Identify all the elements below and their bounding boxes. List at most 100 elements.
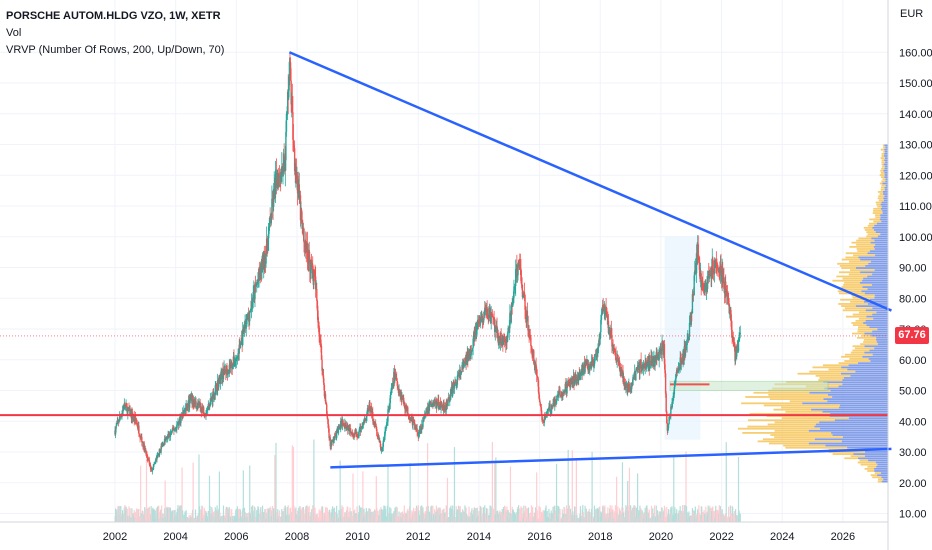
candle-body (530, 346, 533, 350)
candle-body (418, 429, 421, 433)
vrvp-indicator-label[interactable]: VRVP (Number Of Rows, 200, Up/Down, 70) (6, 44, 225, 56)
volume-profile-row-down (768, 393, 828, 396)
volume-profile-row-down (852, 349, 870, 352)
candle-body (515, 269, 517, 287)
volume-bar (296, 510, 299, 522)
volume-profile-row-up (862, 355, 888, 358)
x-tick-label: 2008 (285, 531, 309, 543)
volume-bar (127, 515, 129, 522)
volume-profile-row-up (802, 402, 888, 405)
candle-body (118, 421, 120, 423)
volume-indicator-label[interactable]: Vol (6, 27, 22, 39)
volume-bar (525, 507, 527, 522)
candle-body (535, 364, 537, 369)
drawings[interactable] (0, 51, 892, 469)
candle-body (463, 361, 465, 367)
candle-body (471, 350, 473, 353)
volume-bar (249, 465, 251, 522)
volume-profile-row-up (827, 400, 888, 403)
candle-body (302, 223, 304, 234)
volume-profile-row-up (863, 322, 888, 324)
volume-profile-row-up (885, 161, 888, 164)
candle-body (654, 360, 657, 362)
candle-body (266, 238, 268, 248)
volume-bar (295, 507, 297, 522)
trendline-support[interactable] (330, 447, 892, 469)
candle-body (317, 310, 319, 323)
volume-profile-row-up (876, 222, 888, 225)
volume-bar (628, 467, 631, 522)
candle-body (617, 357, 619, 360)
x-tick-label: 2020 (649, 531, 673, 543)
candle-body (257, 278, 260, 281)
candle-body (701, 280, 703, 287)
candle-body (670, 406, 672, 417)
volume-profile-row-up (880, 216, 888, 219)
candle-body (114, 428, 117, 435)
candle-body (390, 393, 392, 396)
volume-bar (354, 513, 356, 522)
volume-profile-row-down (863, 338, 877, 341)
candle-body (481, 316, 484, 321)
candle-body (460, 373, 462, 375)
volume-bar (396, 507, 398, 522)
candle-body (118, 415, 121, 422)
volume-bar (509, 466, 512, 522)
candle-body (693, 275, 695, 296)
volume-profile-row-down (850, 455, 865, 458)
volume-profile-row-up (874, 467, 888, 470)
volume-bar (621, 462, 624, 522)
volume-bar (539, 507, 541, 522)
volume-profile-row-down (855, 319, 866, 322)
candle-body (282, 153, 285, 173)
volume-bar (222, 505, 225, 522)
volume-bar (536, 510, 538, 522)
symbol-title[interactable]: PORSCHE AUTOM.HLDG VZO, 1W, XETR (6, 10, 221, 22)
candle-body (184, 408, 187, 412)
candle-body (441, 405, 443, 408)
candle-body (667, 428, 669, 431)
candle-body (726, 291, 728, 293)
volume-profile-row-down (870, 474, 878, 477)
volume-profile-row-up (830, 389, 888, 392)
volume-bar (456, 509, 458, 522)
volume-bar (667, 509, 670, 522)
candle-body (360, 427, 362, 433)
candle-body (271, 198, 273, 219)
candle-body (174, 428, 176, 431)
candle-body (270, 218, 273, 224)
volume-profile-row-up (872, 313, 888, 316)
volume-bar (148, 506, 151, 522)
volume-bar (452, 505, 454, 522)
volume-profile-row-up (884, 159, 888, 162)
candle-body (392, 382, 394, 386)
volume-bar (638, 510, 640, 522)
candle-body (269, 217, 271, 220)
candle-body (249, 310, 251, 322)
volume-profile-row-down (774, 429, 809, 432)
volume-profile-row-up (843, 377, 888, 379)
volume-profile-row-down (860, 463, 878, 466)
volume-profile-row-down (881, 163, 884, 166)
volume-profile-row-down (879, 174, 885, 176)
volume-profile-row-up (885, 184, 888, 187)
candle-body (240, 343, 242, 345)
volume-bar (607, 513, 610, 522)
trendline-resistance[interactable] (288, 51, 892, 312)
volume-profile-row-up (842, 379, 888, 381)
candle-body (675, 369, 678, 374)
volume-profile-row-up (880, 203, 888, 206)
volume-profile-row-down (741, 402, 803, 405)
candle-body (166, 436, 169, 439)
volume-bar (162, 514, 165, 522)
candle-body (626, 384, 629, 392)
candle-body (326, 413, 329, 419)
candle-body (454, 381, 456, 384)
candle-body (521, 284, 523, 290)
volume-bar (487, 508, 489, 522)
candle-body (738, 337, 740, 339)
volume-bar (239, 509, 242, 522)
candle-body (418, 432, 420, 438)
candle-body (449, 394, 452, 400)
